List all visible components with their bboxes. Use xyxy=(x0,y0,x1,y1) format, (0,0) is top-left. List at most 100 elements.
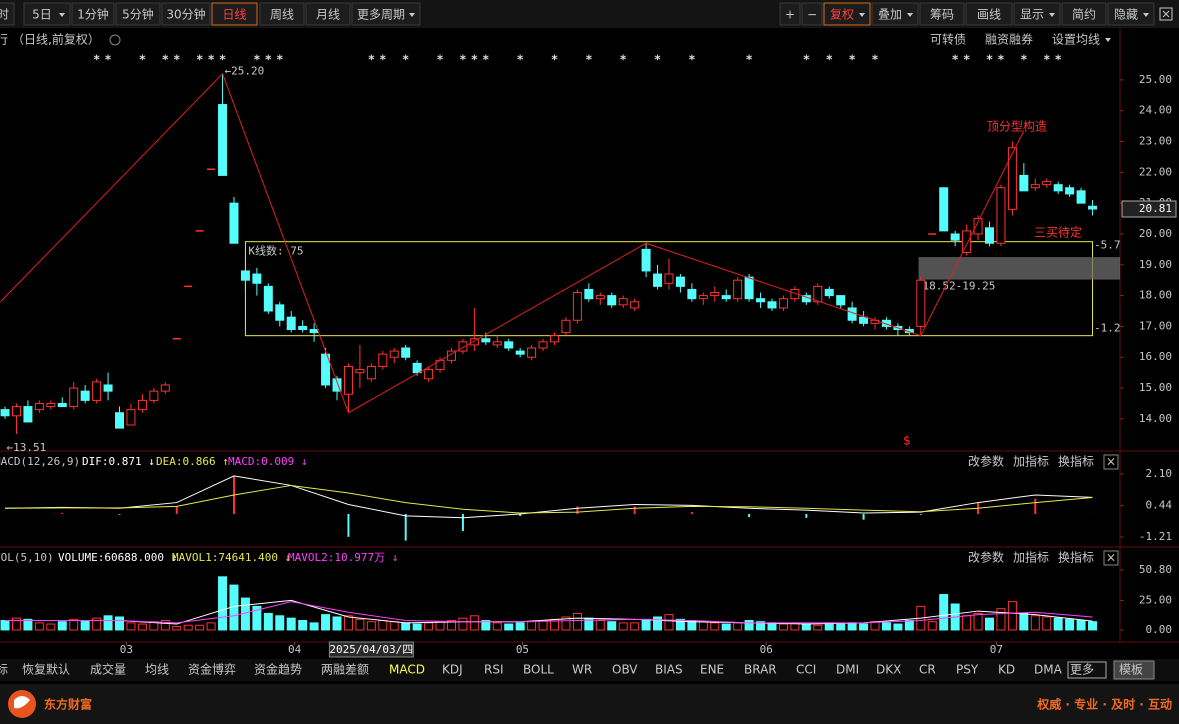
toolbar-label[interactable]: 时 xyxy=(0,8,9,22)
tab-box[interactable] xyxy=(1113,660,1155,680)
last-price: 20.81 xyxy=(1139,202,1172,215)
toolbar-label[interactable]: 简约 xyxy=(1072,7,1096,22)
candle-body xyxy=(378,353,388,367)
toolbar-button[interactable] xyxy=(305,2,351,26)
tab[interactable]: 成交量 xyxy=(90,662,126,677)
candle-body xyxy=(515,350,525,355)
chart-subtitle: （日线,前复权） xyxy=(12,32,100,47)
y-tick-label: 0.00 xyxy=(1146,623,1173,636)
toolbar-button[interactable] xyxy=(23,2,71,26)
tab[interactable]: PSY xyxy=(956,663,979,677)
toolbar-button[interactable] xyxy=(1013,2,1061,26)
toolbar-label[interactable]: − xyxy=(807,8,817,22)
tab[interactable]: 均线 xyxy=(145,663,169,677)
tab[interactable]: 资金趋势 xyxy=(254,662,302,677)
toolbar-label[interactable]: 5分钟 xyxy=(122,7,154,22)
toolbar-label[interactable]: + xyxy=(785,8,795,22)
toolbar-button[interactable] xyxy=(0,2,15,26)
toolbar-button[interactable] xyxy=(965,2,1013,26)
tab[interactable]: BOLL xyxy=(523,663,554,677)
candle-body xyxy=(904,329,914,334)
candle-body xyxy=(836,295,846,306)
tab[interactable]: 两融差额 xyxy=(321,663,369,677)
close-button[interactable]: × xyxy=(1106,455,1116,469)
close-box[interactable] xyxy=(1103,550,1119,566)
tab[interactable]: MACD xyxy=(389,663,425,677)
info-link[interactable]: 融资融券 xyxy=(985,32,1033,47)
volume-bar xyxy=(1007,601,1017,631)
tab[interactable]: CCI xyxy=(796,663,816,677)
window-icon[interactable] xyxy=(1162,10,1170,18)
toolbar-button[interactable] xyxy=(823,2,871,26)
toolbar-label[interactable]: 隐藏 xyxy=(1114,8,1138,22)
signal-mark: * xyxy=(162,53,169,67)
panel-button[interactable]: 换指标 xyxy=(1058,454,1094,469)
tab[interactable]: 标 xyxy=(0,663,8,677)
tab[interactable]: 恢复默认 xyxy=(22,662,70,677)
tab[interactable]: DKX xyxy=(876,663,901,677)
toolbar-button[interactable] xyxy=(1061,2,1107,26)
toolbar-button[interactable] xyxy=(115,2,161,26)
toolbar-label[interactable]: 5日 xyxy=(32,8,52,22)
toolbar-button[interactable] xyxy=(161,2,211,26)
toolbar-button[interactable] xyxy=(259,2,305,26)
tab[interactable]: BRAR xyxy=(744,663,777,677)
tab[interactable]: KD xyxy=(998,663,1015,677)
panel-button[interactable]: 改参数 xyxy=(968,550,1004,565)
toolbar-button[interactable] xyxy=(351,2,421,26)
signal-mark: * xyxy=(483,53,490,67)
volume-bar xyxy=(985,617,995,631)
toolbar-label[interactable]: 画线 xyxy=(977,8,1001,22)
toolbar-label[interactable]: 1分钟 xyxy=(77,7,109,22)
volume-bar xyxy=(172,625,182,631)
panel-button[interactable]: 换指标 xyxy=(1058,550,1094,565)
tab[interactable]: 更多 xyxy=(1070,663,1094,677)
toolbar-label[interactable]: 更多周期 xyxy=(357,8,405,22)
volume-bar xyxy=(424,622,434,631)
toolbar-label[interactable]: 月线 xyxy=(316,8,340,22)
y-tick-label: 24.00 xyxy=(1139,104,1172,117)
candle-body xyxy=(572,292,582,321)
tab-box[interactable] xyxy=(1067,661,1107,679)
toolbar-label[interactable]: 日线 xyxy=(222,8,246,22)
tab[interactable]: CR xyxy=(919,663,936,677)
tab[interactable]: ENE xyxy=(700,663,724,677)
settings-icon[interactable] xyxy=(109,34,121,46)
tab[interactable]: OBV xyxy=(612,663,638,677)
info-link[interactable]: 设置均线 xyxy=(1052,33,1100,47)
toolbar-button[interactable] xyxy=(71,2,115,26)
window-icon[interactable] xyxy=(1159,7,1173,21)
tab[interactable]: KDJ xyxy=(442,663,463,677)
toolbar-button[interactable] xyxy=(801,2,823,26)
toolbar-label[interactable]: 叠加 xyxy=(878,8,902,22)
tab[interactable]: DMA xyxy=(1034,663,1063,677)
panel-button[interactable]: 加指标 xyxy=(1013,454,1049,469)
tab[interactable]: DMI xyxy=(836,663,859,677)
volume-bar xyxy=(561,616,571,631)
close-button[interactable]: × xyxy=(1106,551,1116,565)
toolbar-button[interactable] xyxy=(779,2,801,26)
signal-mark: * xyxy=(93,53,100,67)
panel-button[interactable]: 改参数 xyxy=(968,454,1004,469)
toolbar-label[interactable]: 显示 xyxy=(1020,8,1044,22)
toolbar-button[interactable] xyxy=(919,2,965,26)
tab[interactable]: WR xyxy=(572,663,592,677)
tab[interactable]: RSI xyxy=(484,663,504,677)
candle-body xyxy=(973,218,983,235)
tab[interactable]: 资金博弈 xyxy=(188,662,236,677)
y-tick-label: 17.00 xyxy=(1139,319,1172,332)
toolbar-button[interactable] xyxy=(871,2,919,26)
signal-mark: * xyxy=(1044,53,1051,67)
toolbar-button[interactable] xyxy=(211,2,258,26)
toolbar-label[interactable]: 复权 xyxy=(830,8,854,22)
toolbar-button[interactable] xyxy=(1107,2,1155,26)
toolbar-label[interactable]: 周线 xyxy=(270,8,294,22)
info-link[interactable]: 可转债 xyxy=(930,32,966,47)
toolbar-label[interactable]: 筹码 xyxy=(930,8,954,22)
volume-bar xyxy=(57,621,67,631)
panel-button[interactable]: 加指标 xyxy=(1013,550,1049,565)
tab[interactable]: BIAS xyxy=(655,663,683,677)
close-box[interactable] xyxy=(1103,454,1119,470)
toolbar-label[interactable]: 30分钟 xyxy=(166,7,205,22)
tab[interactable]: 模板 xyxy=(1119,663,1143,677)
